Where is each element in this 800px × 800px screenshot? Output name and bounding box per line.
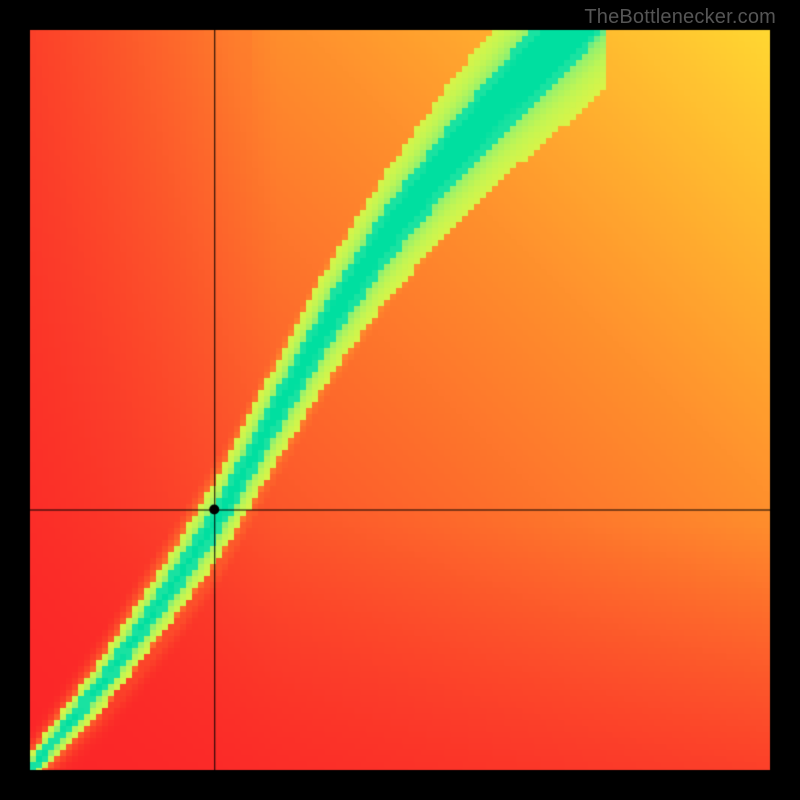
- watermark-text: TheBottlenecker.com: [584, 6, 776, 29]
- heatmap-canvas: [0, 0, 800, 800]
